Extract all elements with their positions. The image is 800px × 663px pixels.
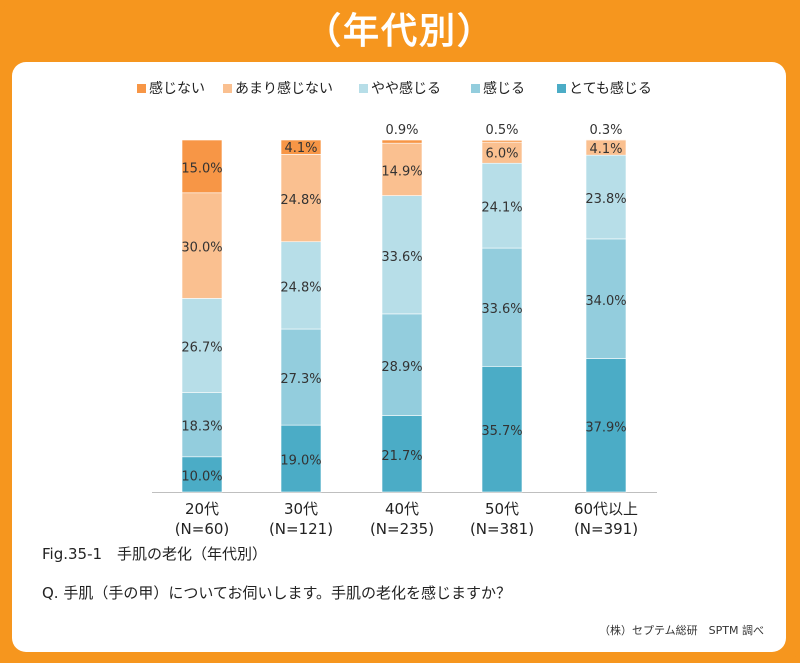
data-label: 0.5% [485,123,518,138]
legend-label: あまり感じない [235,80,333,97]
data-label: 37.9% [585,420,626,435]
legend-swatch [471,84,480,93]
bar-segment [181,456,223,493]
data-label: 26.7% [181,340,222,355]
category-n-label: (N=60) [175,520,230,538]
legend-label: やや感じる [371,80,441,97]
category-n-label: (N=381) [470,520,534,538]
data-label: 24.8% [280,280,321,295]
bar-segment [381,415,423,493]
data-label: 0.3% [589,123,622,138]
bar-segment [280,139,322,155]
legend-label: 感じない [149,80,205,97]
bar-segment [280,154,322,243]
bar-segment [585,154,627,240]
bar-segment [381,313,423,416]
data-label: 18.3% [181,420,222,435]
category-n-label: (N=391) [574,520,638,538]
category-n-label: (N=235) [370,520,434,538]
data-label: 33.6% [381,250,422,265]
data-label: 10.0% [181,469,222,484]
legend-swatch [137,84,146,93]
stacked-bar-chart: 感じない あまり感じない やや感じる 感じる とても感じる 10.0% 18.3% 26.7%… [137,80,657,538]
data-label: 30.0% [181,241,222,256]
chart-panel: 感じない あまり感じない やや感じる 感じる とても感じる 10.0% 18.3% 26.7%… [12,62,786,652]
category-label: 30代 [284,500,318,518]
category-n-label: (N=121) [269,520,333,538]
data-label: 6.0% [485,147,518,162]
data-label: 0.9% [385,123,418,138]
bar-segment [585,358,627,493]
bar-segment [280,328,322,426]
legend-swatch [223,84,232,93]
category-label: 20代 [185,500,219,518]
legend-label: 感じる [483,80,525,97]
bar-segment [181,139,223,194]
data-label: 14.9% [381,164,422,179]
source-note: （株）セプテム総研 SPTM 調べ [599,624,764,637]
data-label: 15.0% [181,161,222,176]
legend-label: とても感じる [569,80,652,97]
bar-segment [481,140,523,143]
data-label: 28.9% [381,360,422,375]
data-label: 21.7% [381,449,422,464]
bar-segment [181,192,223,299]
bar-segment [280,424,322,493]
legend-swatch [557,84,566,93]
bar-segment [381,142,423,196]
data-label: 35.7% [481,424,522,439]
category-label: 40代 [385,500,419,518]
question-text: Q. 手肌（手の甲）についてお伺いします。手肌の老化を感じますか？ [42,584,511,602]
category-label: 50代 [485,500,519,518]
bar-segment [381,139,423,144]
data-label: 27.3% [280,372,321,387]
data-label: 24.8% [280,193,321,208]
data-label: 33.6% [481,302,522,317]
bar-segment [585,139,627,142]
legend-swatch [359,84,368,93]
data-label: 23.8% [585,192,626,207]
data-label: 24.1% [481,201,522,216]
chart-heading: （年代別） [304,11,495,52]
data-label: 4.1% [589,142,622,157]
bar-segment [181,392,223,458]
bar-segment [481,366,523,493]
data-label: 4.1% [284,141,317,156]
data-label: 19.0% [280,454,321,469]
bar-segment [181,298,223,393]
data-label: 34.0% [585,294,626,309]
bar-segment [481,247,523,367]
category-label: 60代以上 [574,500,638,518]
figure-caption: Fig.35-1 手肌の老化（年代別） [42,545,268,563]
bar-segment [381,195,423,315]
bar-segment [481,162,523,249]
